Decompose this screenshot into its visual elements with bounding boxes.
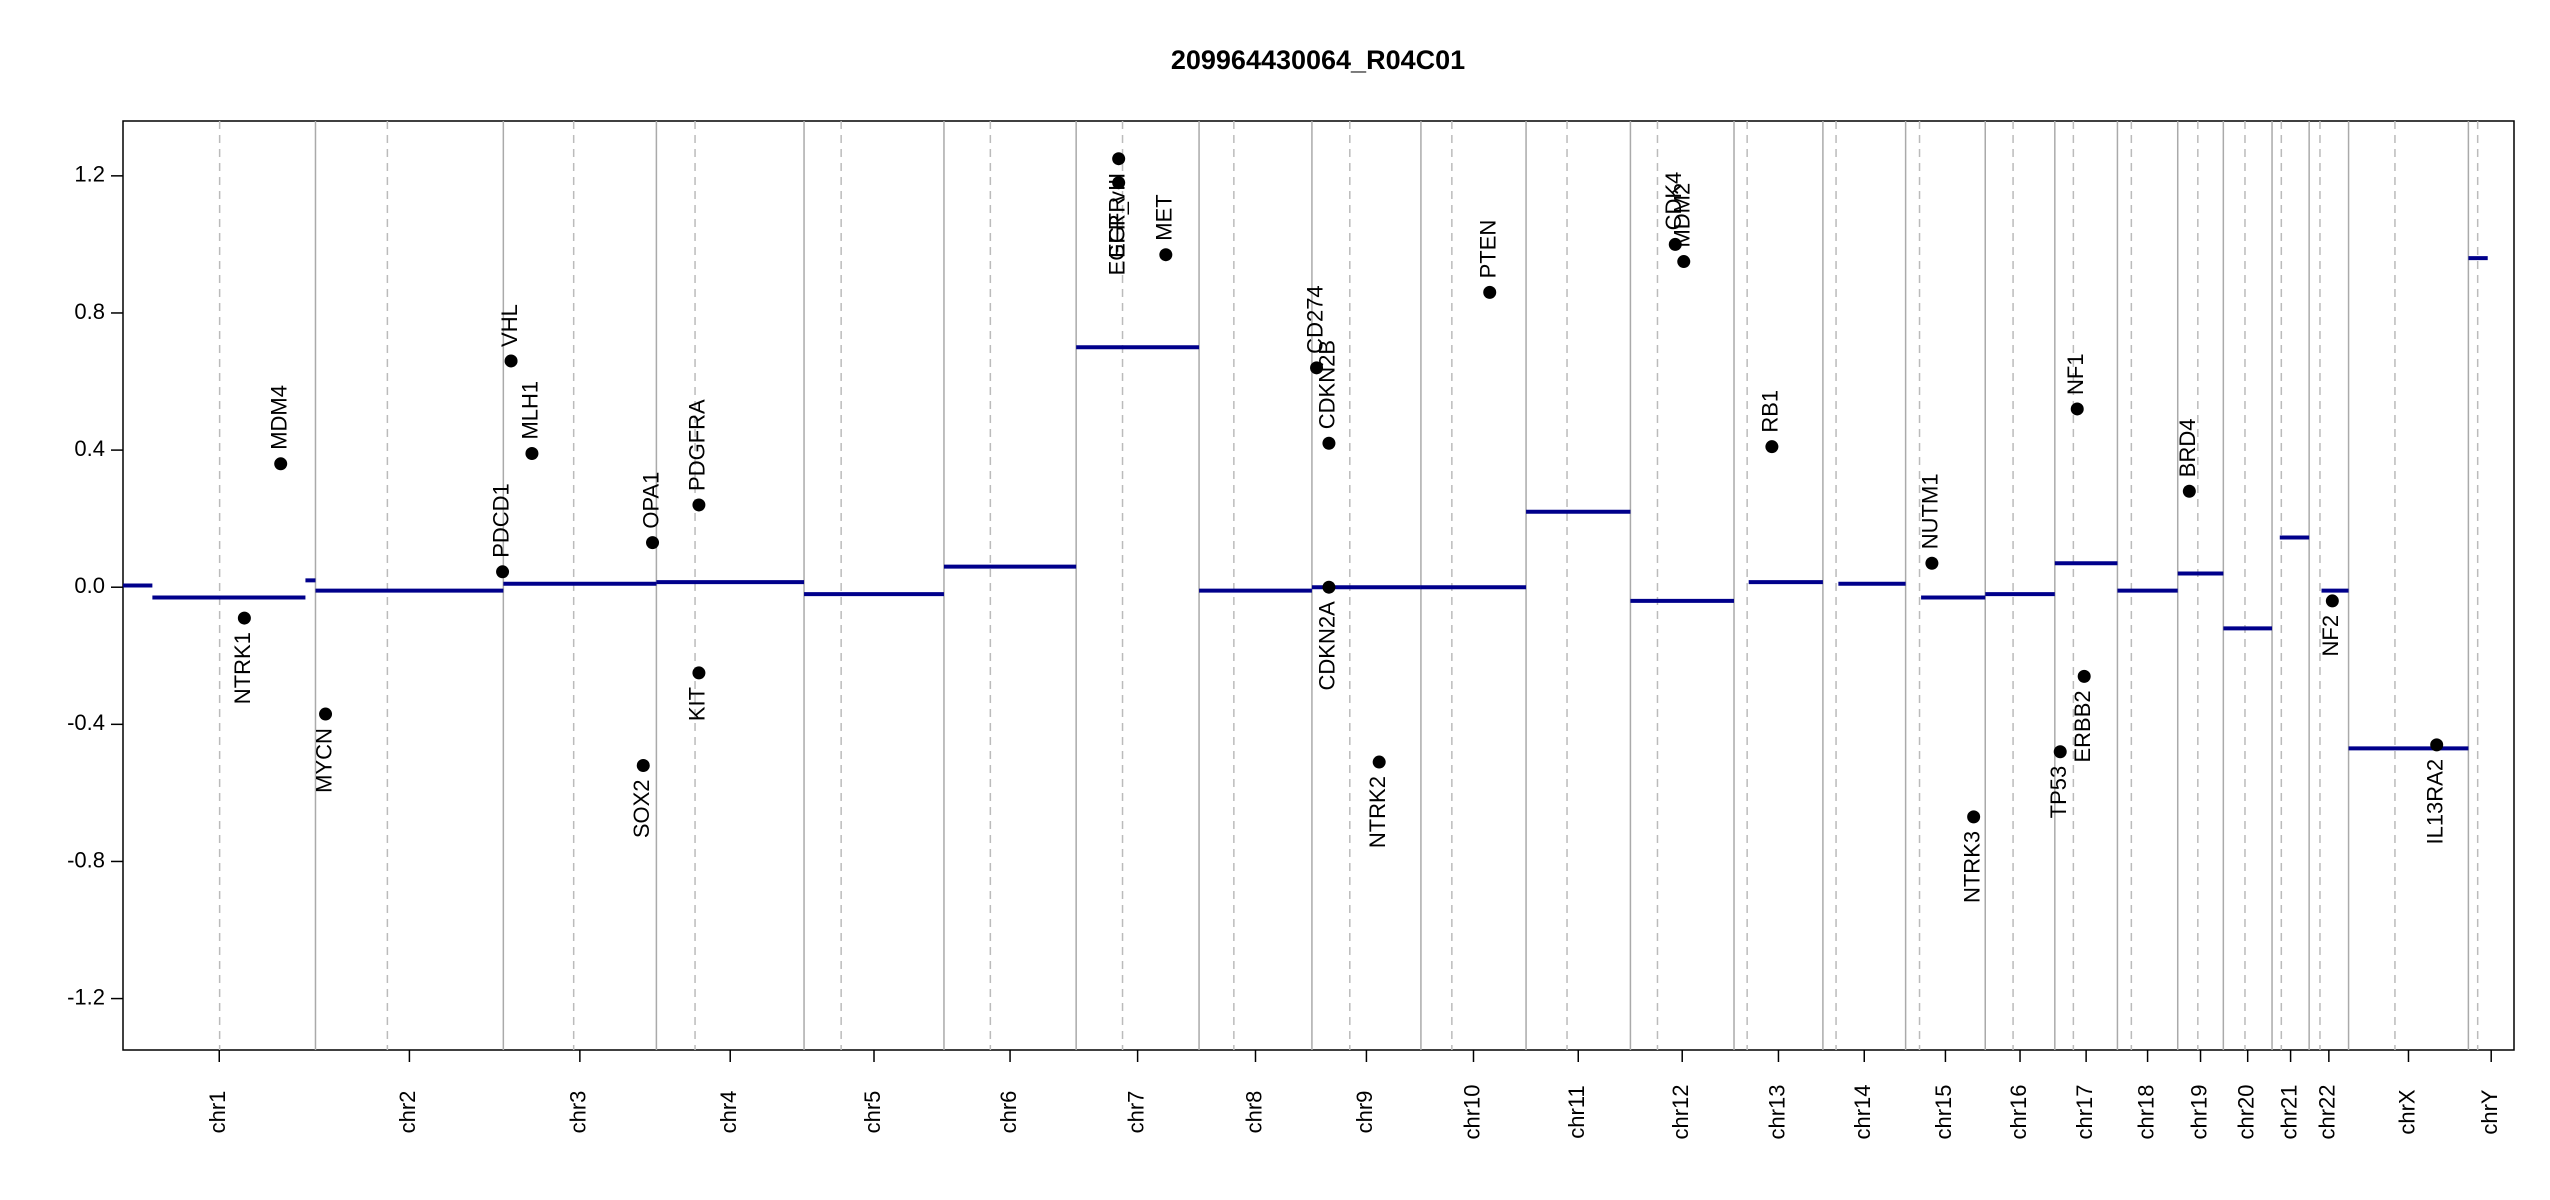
x-tick-label: chrY bbox=[2477, 1089, 2502, 1135]
gene-point bbox=[2053, 745, 2067, 759]
gene-label: IL13RA2 bbox=[2423, 759, 2448, 845]
x-tick-label: chr11 bbox=[1564, 1085, 1589, 1138]
gene-point bbox=[1112, 152, 1126, 166]
x-tick-label: chr21 bbox=[2276, 1084, 2301, 1139]
gene-point bbox=[525, 447, 539, 461]
gene-point bbox=[1322, 580, 1336, 594]
gene-point bbox=[1310, 361, 1324, 375]
x-tick-label: chrX bbox=[2394, 1089, 2419, 1135]
gene-label: PDGFRA bbox=[685, 399, 710, 491]
gene-label: EGFR bbox=[1104, 197, 1129, 258]
gene-label: MET bbox=[1152, 194, 1177, 240]
gene-point bbox=[319, 707, 333, 721]
gene-label: PDCD1 bbox=[488, 483, 513, 558]
x-tick-label: chr6 bbox=[996, 1091, 1021, 1134]
gene-label: RB1 bbox=[1758, 390, 1783, 433]
gene-label: NF2 bbox=[2318, 615, 2343, 657]
gene-point bbox=[692, 498, 706, 512]
gene-point bbox=[1159, 248, 1173, 262]
gene-label: NUTM1 bbox=[1918, 473, 1943, 549]
y-tick-label: 0.8 bbox=[74, 299, 105, 324]
gene-label: VHL bbox=[497, 304, 522, 347]
gene-label: MYCN bbox=[311, 728, 336, 793]
y-tick-label: 0.4 bbox=[74, 436, 105, 461]
gene-label: CDKN2A bbox=[1315, 601, 1340, 691]
gene-label: NTRK3 bbox=[1959, 831, 1984, 903]
x-tick-label: chr3 bbox=[566, 1091, 591, 1134]
gene-point bbox=[1677, 255, 1691, 269]
gene-label: TP53 bbox=[2046, 766, 2071, 819]
gene-point bbox=[1967, 810, 1981, 824]
gene-label: MLH1 bbox=[518, 381, 543, 440]
gene-label: CD274 bbox=[1302, 285, 1327, 353]
x-tick-label: chr15 bbox=[1931, 1084, 1956, 1139]
gene-point bbox=[2070, 402, 2084, 416]
gene-label: NTRK1 bbox=[230, 632, 255, 704]
y-tick-label: -0.4 bbox=[67, 710, 105, 735]
gene-label: NF1 bbox=[2063, 353, 2088, 395]
gene-point bbox=[1765, 440, 1779, 454]
gene-point bbox=[646, 536, 660, 550]
y-tick-label: -0.8 bbox=[67, 847, 105, 872]
y-tick-label: 0.0 bbox=[74, 573, 105, 598]
gene-label: ERBB2 bbox=[2070, 690, 2095, 762]
gene-point bbox=[504, 354, 518, 368]
gene-label: PTEN bbox=[1476, 220, 1501, 279]
gene-label: MDM4 bbox=[267, 385, 292, 450]
gene-label: OPA1 bbox=[638, 472, 663, 529]
gene-point bbox=[1668, 237, 1682, 251]
x-tick-label: chr13 bbox=[1764, 1084, 1789, 1139]
gene-point bbox=[2325, 594, 2339, 608]
x-tick-label: chr16 bbox=[2006, 1084, 2031, 1139]
gene-point bbox=[1372, 755, 1386, 769]
x-tick-label: chr18 bbox=[2133, 1084, 2158, 1139]
x-tick-label: chr5 bbox=[860, 1091, 885, 1134]
x-tick-label: chr22 bbox=[2315, 1084, 2340, 1139]
y-tick-label: -1.2 bbox=[67, 984, 105, 1009]
chart-title: 209964430064_R04C01 bbox=[1171, 45, 1465, 75]
x-tick-label: chr14 bbox=[1850, 1084, 1875, 1139]
gene-label: CDKN2B bbox=[1315, 340, 1340, 429]
gene-point bbox=[2182, 484, 2196, 498]
gene-point bbox=[1483, 285, 1497, 299]
gene-label: NTRK2 bbox=[1365, 776, 1390, 848]
y-tick-label: 1.2 bbox=[74, 162, 105, 187]
x-tick-label: chr9 bbox=[1352, 1091, 1377, 1134]
x-tick-label: chr7 bbox=[1123, 1091, 1148, 1134]
gene-point bbox=[237, 611, 251, 625]
gene-point bbox=[636, 758, 650, 772]
x-tick-label: chr17 bbox=[2072, 1084, 2097, 1139]
gene-point bbox=[496, 565, 510, 579]
gene-point bbox=[1925, 556, 1939, 570]
x-tick-label: chr10 bbox=[1459, 1084, 1484, 1139]
gene-point bbox=[2430, 738, 2444, 752]
gene-point bbox=[1112, 176, 1126, 190]
gene-label: CDK4 bbox=[1661, 172, 1686, 231]
x-tick-label: chr4 bbox=[716, 1091, 741, 1134]
gene-label: MDM2 bbox=[1670, 183, 1695, 248]
gene-point bbox=[692, 666, 706, 680]
x-tick-label: chr2 bbox=[395, 1091, 420, 1134]
x-tick-label: chr19 bbox=[2186, 1084, 2211, 1139]
gene-label: KIT bbox=[685, 687, 710, 721]
x-tick-label: chr20 bbox=[2234, 1084, 2259, 1139]
gene-label: EGFR_vIII bbox=[1104, 173, 1129, 276]
x-tick-label: chr12 bbox=[1668, 1084, 1693, 1139]
gene-point bbox=[274, 457, 288, 471]
gene-point bbox=[2077, 669, 2091, 683]
x-tick-label: chr8 bbox=[1241, 1091, 1266, 1134]
gene-label: BRD4 bbox=[2175, 419, 2200, 478]
gene-point bbox=[1322, 436, 1336, 450]
gene-label: SOX2 bbox=[629, 779, 654, 838]
x-tick-label: chr1 bbox=[205, 1091, 230, 1134]
